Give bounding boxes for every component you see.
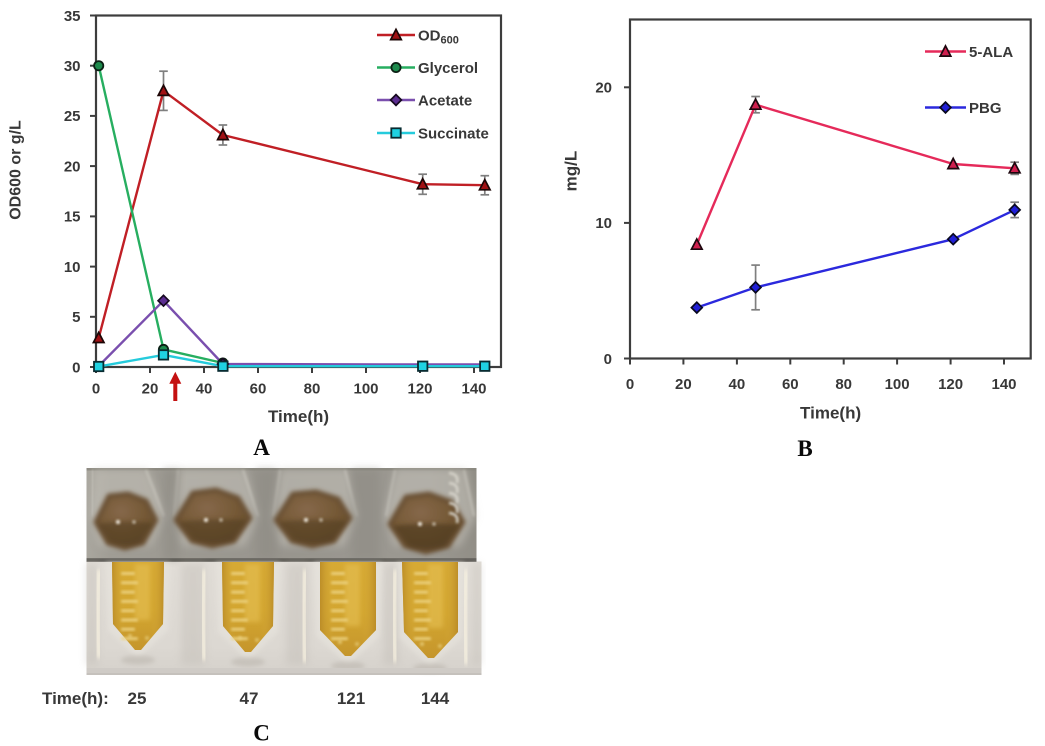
svg-text:10: 10: [595, 215, 612, 232]
svg-text:OD600 or g/L: OD600 or g/L: [8, 120, 25, 220]
svg-text:20: 20: [675, 376, 692, 393]
svg-text:0: 0: [92, 381, 100, 398]
svg-text:60: 60: [250, 381, 267, 398]
svg-text:20: 20: [64, 158, 81, 175]
svg-text:Acetate: Acetate: [418, 92, 472, 109]
svg-text:15: 15: [64, 209, 81, 226]
svg-text:120: 120: [407, 381, 432, 398]
svg-text:Time(h): Time(h): [800, 403, 861, 422]
svg-text:100: 100: [353, 381, 378, 398]
svg-text:40: 40: [196, 381, 213, 398]
svg-text:140: 140: [461, 381, 486, 398]
svg-text:40: 40: [729, 376, 746, 393]
svg-text:60: 60: [782, 376, 799, 393]
svg-text:5: 5: [72, 309, 80, 326]
svg-text:144: 144: [421, 689, 450, 708]
svg-text:C: C: [253, 721, 270, 746]
svg-text:80: 80: [835, 376, 852, 393]
svg-text:35: 35: [64, 8, 81, 25]
svg-text:0: 0: [604, 351, 612, 368]
svg-text:100: 100: [885, 376, 910, 393]
svg-text:B: B: [797, 436, 812, 461]
svg-text:30: 30: [64, 58, 81, 75]
svg-text:5-ALA: 5-ALA: [969, 44, 1013, 61]
svg-text:mg/L: mg/L: [562, 151, 581, 192]
svg-text:120: 120: [938, 376, 963, 393]
svg-text:25: 25: [64, 108, 81, 125]
svg-text:20: 20: [595, 80, 612, 97]
svg-text:A: A: [253, 435, 270, 460]
svg-text:20: 20: [142, 381, 159, 398]
svg-text:Time(h): Time(h): [268, 407, 329, 426]
svg-text:Glycerol: Glycerol: [418, 60, 478, 77]
svg-text:47: 47: [240, 689, 259, 708]
svg-text:121: 121: [337, 689, 365, 708]
svg-text:80: 80: [304, 381, 321, 398]
svg-text:Succinate: Succinate: [418, 125, 489, 142]
svg-text:25: 25: [128, 689, 147, 708]
svg-text:0: 0: [626, 376, 634, 393]
svg-text:140: 140: [991, 376, 1016, 393]
svg-text:Time(h):: Time(h):: [42, 689, 109, 708]
svg-text:0: 0: [72, 359, 80, 376]
svg-text:PBG: PBG: [969, 100, 1002, 117]
svg-text:10: 10: [64, 259, 81, 276]
